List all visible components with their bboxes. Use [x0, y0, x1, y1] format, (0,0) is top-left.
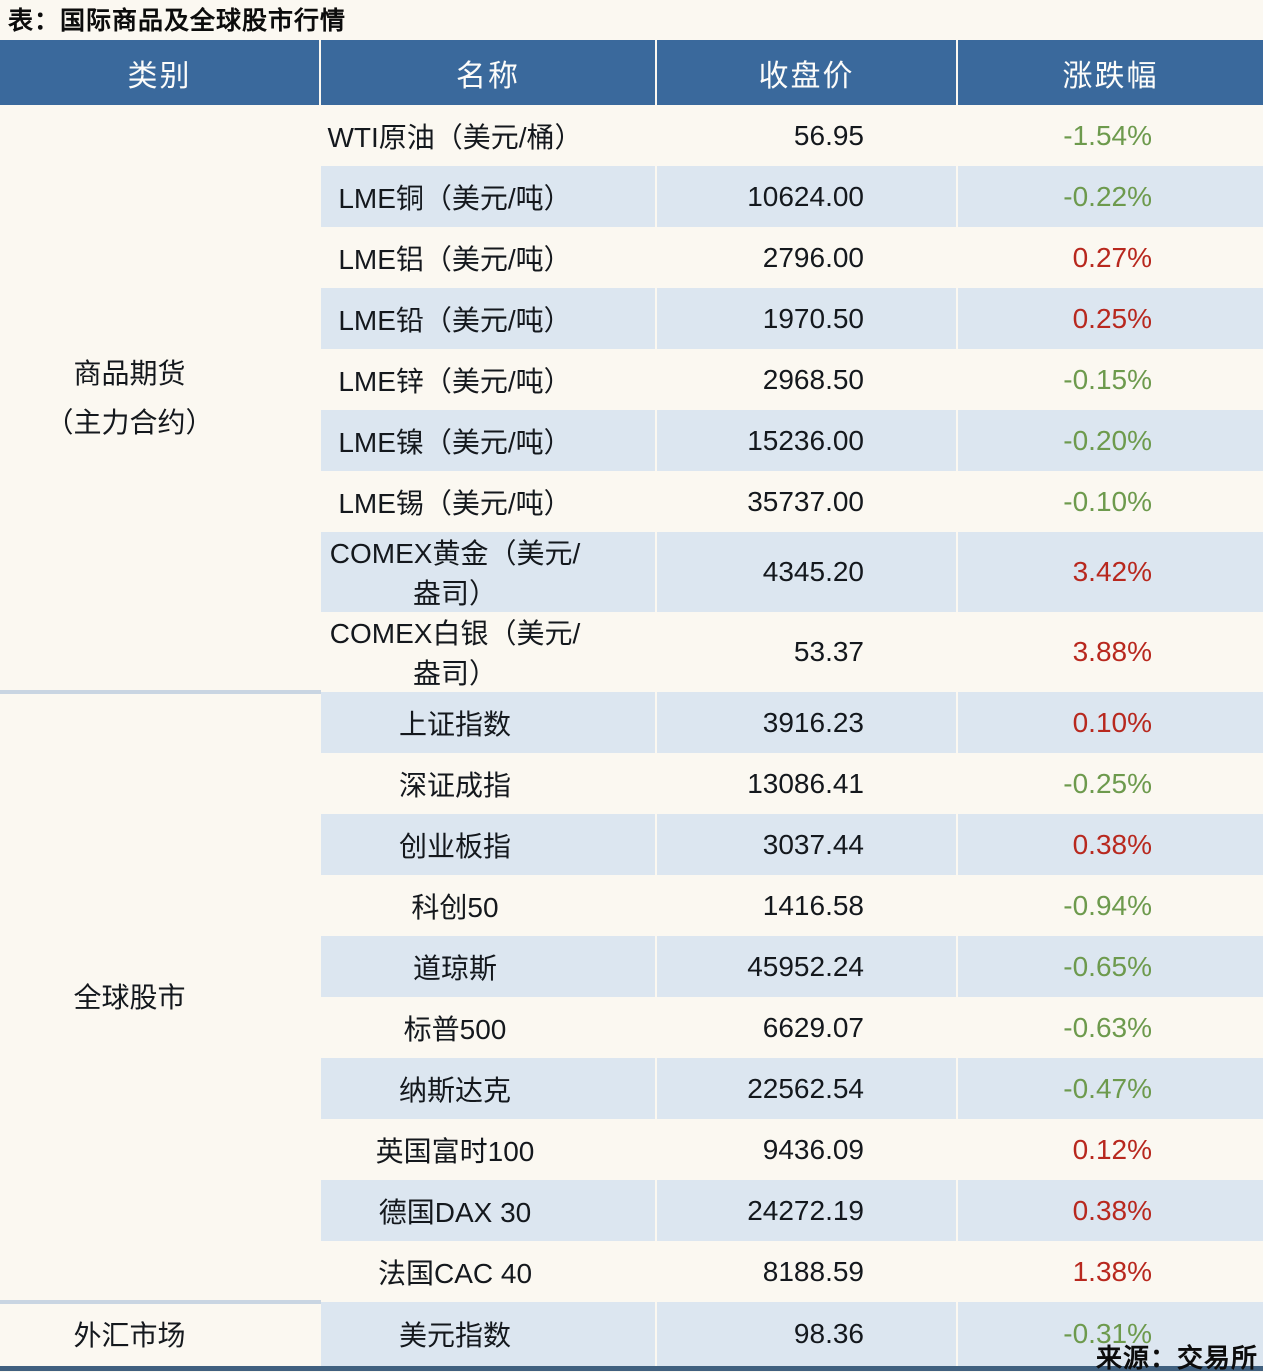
- close-price-cell: 45952.24: [656, 936, 958, 997]
- table-row: 创业板指 3037.44 0.38%: [0, 814, 1263, 875]
- close-price-cell: 2968.50: [656, 349, 958, 410]
- instrument-name-cell: COMEX黄金（美元/盎司）: [320, 532, 657, 612]
- close-price-cell: 9436.09: [656, 1119, 958, 1180]
- category-label: 外汇市场: [73, 1319, 186, 1351]
- category-cell: 全球股市: [0, 690, 321, 1302]
- table-row: 道琼斯 45952.24 -0.65%: [0, 936, 1263, 997]
- close-price-cell: 10624.00: [656, 166, 958, 227]
- table-row: 深证成指 13086.41 -0.25%: [0, 753, 1263, 814]
- instrument-name-cell: 德国DAX 30: [320, 1180, 657, 1241]
- change-pct-cell: 3.42%: [957, 532, 1263, 612]
- change-pct-cell: -0.63%: [1063, 1011, 1152, 1043]
- instrument-name-cell: 上证指数: [320, 692, 657, 753]
- close-price-cell: 1416.58: [656, 875, 958, 936]
- change-pct-cell: -0.31%: [957, 1302, 1263, 1371]
- header-close-price: 收盘价: [656, 40, 958, 105]
- table-row: 纳斯达克 22562.54 -0.47%: [0, 1058, 1263, 1119]
- close-price-cell: 6629.07: [656, 997, 958, 1058]
- instrument-name-cell: 深证成指: [320, 753, 657, 814]
- close-price-cell: 13086.41: [656, 753, 958, 814]
- close-price-cell: 22562.54: [656, 1058, 958, 1119]
- header-change-pct: 涨跌幅: [957, 40, 1263, 105]
- instrument-name-cell: 法国CAC 40: [320, 1241, 657, 1302]
- change-pct-cell: -0.20%: [957, 410, 1263, 471]
- close-price-cell: 24272.19: [656, 1180, 958, 1241]
- instrument-name-cell: COMEX白银（美元/盎司）: [320, 612, 657, 692]
- table-title: 表：国际商品及全球股市行情: [8, 7, 347, 35]
- change-pct-cell: 0.27%: [1072, 241, 1152, 273]
- table-row: COMEX黄金（美元/盎司） 4345.20 3.42%: [0, 532, 1263, 612]
- change-pct-cell: 0.10%: [957, 692, 1263, 753]
- table-body: 商品期货 （主力合约） WTI原油（美元/桶） 56.95 -1.54% LME铜（美元/…: [0, 105, 1263, 1371]
- instrument-name-cell: 创业板指: [320, 814, 657, 875]
- table-row: 法国CAC 40 8188.59 1.38%: [0, 1241, 1263, 1302]
- instrument-name-cell: 道琼斯: [320, 936, 657, 997]
- instrument-name-cell: LME锌（美元/吨）: [320, 349, 657, 410]
- category-cell: 外汇市场: [0, 1300, 321, 1371]
- header-category: 类别: [0, 40, 321, 105]
- table-row: LME铅（美元/吨） 1970.50 0.25%: [0, 288, 1263, 349]
- change-pct-cell: -0.47%: [957, 1058, 1263, 1119]
- change-pct-cell: 3.88%: [1072, 636, 1152, 667]
- change-pct-cell: -1.54%: [1063, 119, 1152, 151]
- change-pct-cell: -0.15%: [1063, 363, 1152, 395]
- instrument-name-cell: WTI原油（美元/桶）: [320, 105, 657, 166]
- table-row: LME铝（美元/吨） 2796.00 0.27%: [0, 227, 1263, 288]
- table-header: 类别 名称 收盘价 涨跌幅: [0, 40, 1263, 105]
- change-pct-cell: -0.65%: [957, 936, 1263, 997]
- instrument-name-cell: LME铅（美元/吨）: [320, 288, 657, 349]
- table-row: LME镍（美元/吨） 15236.00 -0.20%: [0, 410, 1263, 471]
- instrument-name-cell: 纳斯达克: [320, 1058, 657, 1119]
- category-cell: 商品期货 （主力合约）: [0, 105, 321, 692]
- table-row: 英国富时100 9436.09 0.12%: [0, 1119, 1263, 1180]
- close-price-cell: 3916.23: [656, 692, 958, 753]
- instrument-name-cell: LME镍（美元/吨）: [320, 410, 657, 471]
- change-pct-cell: 1.38%: [1072, 1255, 1152, 1287]
- instrument-name-cell: 美元指数: [320, 1302, 657, 1371]
- instrument-name-cell: LME铝（美元/吨）: [320, 227, 657, 288]
- change-pct-cell: 0.38%: [957, 1180, 1263, 1241]
- close-price-cell: 4345.20: [656, 532, 958, 612]
- close-price-cell: 15236.00: [656, 410, 958, 471]
- table-row: LME锡（美元/吨） 35737.00 -0.10%: [0, 471, 1263, 532]
- header-name: 名称: [320, 40, 657, 105]
- close-price-cell: 2796.00: [656, 227, 958, 288]
- table-row: 德国DAX 30 24272.19 0.38%: [0, 1180, 1263, 1241]
- table-row: 商品期货 （主力合约） WTI原油（美元/桶） 56.95 -1.54%: [0, 105, 1263, 692]
- table-row: 科创50 1416.58 -0.94%: [0, 875, 1263, 936]
- change-pct-cell: -0.10%: [1063, 485, 1152, 517]
- category-label: （主力合约）: [45, 406, 214, 438]
- instrument-name-cell: 英国富时100: [320, 1119, 657, 1180]
- change-pct-cell: -0.94%: [1063, 889, 1152, 921]
- table-row: LME铜（美元/吨） 10624.00 -0.22%: [0, 166, 1263, 227]
- category-label: 商品期货: [73, 357, 186, 389]
- category-label: 全球股市: [73, 981, 186, 1013]
- table-row: LME锌（美元/吨） 2968.50 -0.15%: [0, 349, 1263, 410]
- close-price-cell: 35737.00: [656, 471, 958, 532]
- change-pct-cell: -0.25%: [1063, 767, 1152, 799]
- instrument-name-cell: 科创50: [320, 875, 657, 936]
- table-row: COMEX白银（美元/盎司） 53.37 3.88%: [0, 612, 1263, 692]
- instrument-name-cell: LME锡（美元/吨）: [320, 471, 657, 532]
- close-price-cell: 56.95: [656, 105, 958, 166]
- change-pct-cell: 0.38%: [957, 814, 1263, 875]
- change-pct-cell: 0.25%: [957, 288, 1263, 349]
- table-row: 全球股市 上证指数 3916.23 0.10%: [0, 690, 1263, 1302]
- table-row: 标普500 6629.07 -0.63%: [0, 997, 1263, 1058]
- header-row: 类别 名称 收盘价 涨跌幅: [0, 40, 1263, 105]
- table-row: 外汇市场 美元指数 98.36 -0.31%: [0, 1300, 1263, 1371]
- close-price-cell: 53.37: [656, 612, 958, 692]
- close-price-cell: 8188.59: [656, 1241, 958, 1302]
- close-price-cell: 1970.50: [656, 288, 958, 349]
- instrument-name-cell: 标普500: [320, 997, 657, 1058]
- close-price-cell: 98.36: [656, 1302, 958, 1371]
- change-pct-cell: -0.22%: [957, 166, 1263, 227]
- instrument-name-cell: LME铜（美元/吨）: [320, 166, 657, 227]
- quotes-table: 类别 名称 收盘价 涨跌幅 商品期货 （主力合约） WTI原油（美元/桶） 56.95…: [0, 40, 1263, 1371]
- change-pct-cell: 0.12%: [1072, 1133, 1152, 1165]
- close-price-cell: 3037.44: [656, 814, 958, 875]
- source-note: 来源：交易所: [1095, 1343, 1258, 1372]
